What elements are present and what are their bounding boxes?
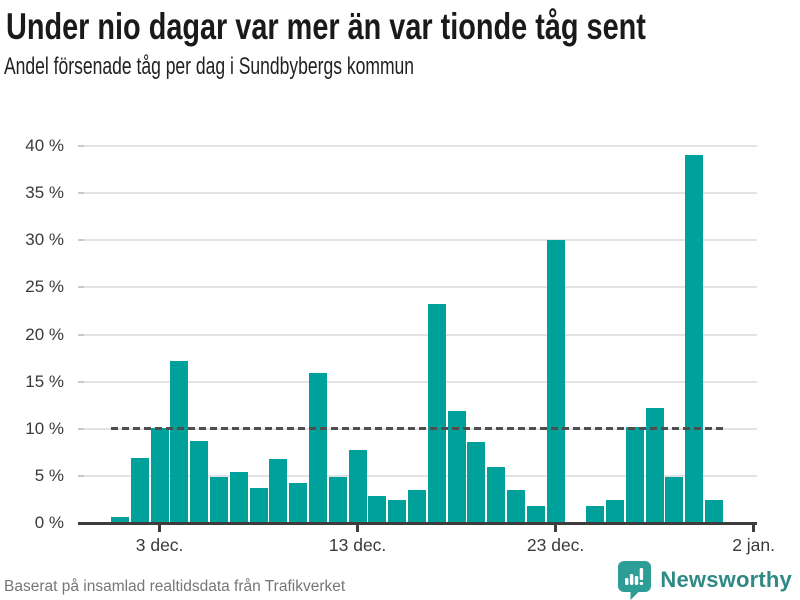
gridline	[78, 380, 757, 383]
bar	[507, 490, 525, 523]
y-axis-label: 20 %	[25, 324, 64, 344]
bar	[348, 450, 367, 523]
x-axis-tick-label: 3 dec.	[135, 535, 184, 555]
bar	[526, 506, 545, 523]
x-axis-tick	[356, 524, 359, 532]
y-axis-label: 35 %	[25, 183, 64, 203]
y-axis-label: 15 %	[25, 371, 64, 391]
reference-line-10pct	[111, 427, 723, 430]
bar	[289, 483, 308, 523]
newsworthy-wordmark: Newsworthy	[660, 567, 792, 592]
bar	[665, 476, 684, 523]
x-axis-tick	[752, 524, 755, 532]
y-axis-label: 5 %	[34, 465, 64, 485]
bar	[645, 408, 664, 523]
bar	[427, 304, 446, 523]
gridline	[78, 286, 757, 289]
gridline	[78, 239, 757, 242]
y-axis-label: 10 %	[25, 418, 64, 438]
bar	[249, 488, 268, 523]
bar	[309, 373, 327, 523]
bar	[150, 427, 169, 523]
x-axis-tick	[158, 524, 161, 532]
bar	[269, 458, 288, 523]
bar	[408, 490, 426, 523]
bar	[229, 472, 248, 523]
y-axis-label: 40 %	[25, 136, 64, 155]
bar	[487, 467, 506, 523]
bar	[190, 441, 209, 523]
bar	[210, 476, 228, 523]
bar	[606, 500, 624, 523]
bar	[388, 500, 407, 523]
bar	[368, 495, 387, 523]
bar	[546, 240, 565, 524]
x-axis-line	[78, 522, 757, 525]
gridline	[78, 333, 757, 336]
bar	[447, 410, 466, 523]
gridline	[78, 145, 757, 147]
bar	[170, 360, 189, 523]
chart-subtitle: Andel försenade tåg per dag i Sundbyberg…	[4, 53, 566, 81]
y-axis-label: 0 %	[34, 513, 64, 532]
source-note: Baserat på insamlad realtidsdata från Tr…	[4, 578, 346, 595]
bar	[467, 441, 486, 523]
bar	[328, 476, 347, 523]
gridline	[78, 474, 757, 477]
x-axis-tick-label: 23 dec.	[526, 535, 585, 555]
chart-title-text: Under nio dagar var mer än var tionde tå…	[6, 6, 646, 47]
chart-subtitle-text: Andel försenade tåg per dag i Sundbyberg…	[4, 53, 415, 80]
bar	[685, 155, 704, 523]
gridline	[78, 192, 757, 195]
x-axis-tick-label: 13 dec.	[328, 535, 387, 555]
bar	[111, 517, 129, 523]
x-axis-tick-label: 2 jan.	[732, 535, 775, 555]
newsworthy-logo-icon	[618, 560, 652, 600]
x-axis-tick	[554, 524, 557, 532]
chart-title: Under nio dagar var mer än var tionde tå…	[6, 6, 800, 48]
bar	[705, 500, 723, 523]
y-axis-label: 25 %	[25, 277, 64, 297]
newsworthy-logo: Newsworthy	[618, 560, 792, 600]
bar	[625, 426, 644, 523]
y-axis-label: 30 %	[25, 230, 64, 250]
bar	[130, 458, 149, 523]
bar	[586, 506, 605, 523]
